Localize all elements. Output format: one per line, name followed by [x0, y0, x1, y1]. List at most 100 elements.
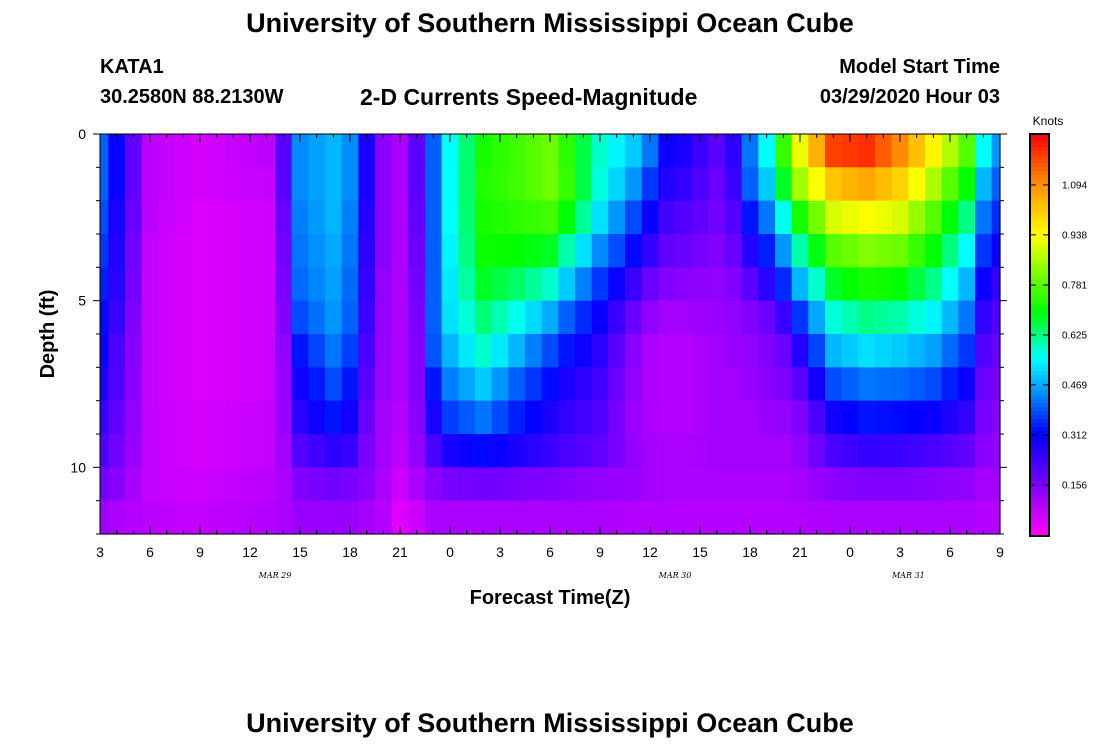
x-axis-label: Forecast Time(Z) [470, 587, 631, 609]
heatmap-cell [758, 167, 776, 202]
heatmap-cell [508, 500, 526, 535]
heatmap-cell [375, 334, 393, 368]
heatmap-cell [341, 167, 359, 202]
heatmap-cell [308, 300, 326, 335]
heatmap-cell [375, 234, 393, 268]
heatmap-cell [991, 334, 1001, 368]
heatmap-cell [741, 300, 759, 335]
heatmap-cell [208, 200, 226, 235]
heatmap-cell [408, 500, 426, 535]
heatmap-cell [575, 334, 593, 368]
heatmap-cell [408, 367, 426, 402]
x-tick-label: 9 [596, 544, 604, 560]
heatmap-cell [975, 467, 993, 502]
heatmap-cell [658, 434, 676, 468]
heatmap-cell [375, 367, 393, 402]
heatmap-cell [541, 334, 559, 368]
heatmap-cell [908, 200, 926, 235]
heatmap-cell [691, 434, 709, 468]
heatmap-cell [841, 334, 859, 368]
heatmap-cell [100, 434, 109, 468]
heatmap-cell [308, 267, 326, 302]
heatmap-cell [575, 367, 593, 402]
heatmap-cell [491, 134, 509, 168]
colorbar-swatch [1031, 155, 1048, 160]
heatmap-cell [325, 367, 343, 402]
heatmap-cell [858, 434, 876, 468]
heatmap-cell [158, 167, 176, 202]
heatmap-cell [158, 367, 176, 402]
heatmap-cell [858, 200, 876, 235]
colorbar-swatch [1031, 239, 1048, 244]
heatmap-cell [991, 267, 1001, 302]
heatmap-cell [925, 234, 943, 268]
heatmap-cell [875, 500, 893, 535]
heatmap-cell [658, 300, 676, 335]
heatmap-cell [891, 400, 909, 435]
heatmap-cell [491, 434, 509, 468]
heatmap-cell [558, 434, 576, 468]
heatmap-cell [925, 367, 943, 402]
heatmap-cell [758, 400, 776, 435]
heatmap-cell [225, 400, 243, 435]
heatmap-cell [975, 434, 993, 468]
x-tick-label: 6 [946, 544, 954, 560]
colorbar-swatch [1031, 383, 1048, 388]
heatmap-cell [925, 267, 943, 302]
heatmap-cell [725, 334, 743, 368]
colorbar-swatch [1031, 263, 1048, 268]
heatmap-cell [741, 367, 759, 402]
heatmap-cell [725, 167, 743, 202]
heatmap-cell [708, 267, 726, 302]
heatmap-cell [191, 400, 209, 435]
heatmap-cell [908, 134, 926, 168]
heatmap-cell [275, 334, 293, 368]
heatmap-cell [541, 367, 559, 402]
heatmap-cell [591, 400, 609, 435]
heatmap-cell [925, 134, 943, 168]
heatmap-cell [691, 334, 709, 368]
heatmap-cell [791, 167, 809, 202]
colorbar-swatch [1031, 439, 1048, 444]
colorbar-swatch [1031, 355, 1048, 360]
heatmap-cell [641, 200, 659, 235]
heatmap-cell [841, 434, 859, 468]
heatmap-cell [941, 200, 959, 235]
heatmap-cell [225, 467, 243, 502]
heatmap-cell [491, 500, 509, 535]
heatmap-cell [125, 400, 143, 435]
heatmap-cell [458, 267, 476, 302]
heatmap-cell [675, 167, 693, 202]
heatmap-cell [791, 367, 809, 402]
date-label: MAR 31 [891, 571, 925, 580]
heatmap-cell [825, 367, 843, 402]
heatmap-cell [675, 367, 693, 402]
y-tick-label: 0 [78, 126, 86, 142]
heatmap-cell [658, 467, 676, 502]
heatmap-cell [908, 400, 926, 435]
heatmap-cell [225, 300, 243, 335]
heatmap-cell [908, 334, 926, 368]
heatmap-cell [825, 467, 843, 502]
x-tick-label: 3 [896, 544, 904, 560]
heatmap-cell [125, 300, 143, 335]
model-start-value: 03/29/2020 Hour 03 [819, 86, 1000, 108]
heatmap-cell [775, 134, 793, 168]
heatmap-cell [758, 300, 776, 335]
colorbar-tick-label: 0.156 [1062, 481, 1087, 492]
heatmap-cell [808, 267, 826, 302]
heatmap-cell [275, 200, 293, 235]
heatmap-cell [975, 400, 993, 435]
heatmap-cell [541, 134, 559, 168]
heatmap-cell [158, 500, 176, 535]
heatmap-cell [908, 234, 926, 268]
heatmap-cell [100, 400, 109, 435]
heatmap-cell [100, 267, 109, 302]
heatmap-cell [875, 200, 893, 235]
heatmap-cell [991, 367, 1001, 402]
heatmap-cell [758, 500, 776, 535]
heatmap-cell [941, 134, 959, 168]
colorbar-swatch [1031, 407, 1048, 412]
x-tick-label: 12 [242, 544, 258, 560]
heatmap-cell [675, 200, 693, 235]
